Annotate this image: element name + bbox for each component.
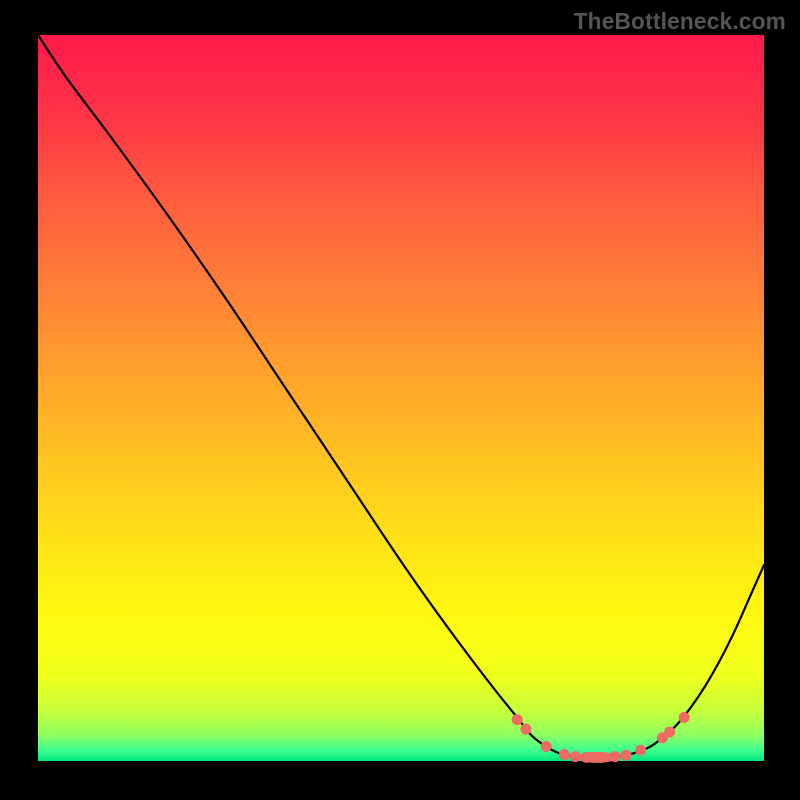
plot-background: [38, 35, 764, 761]
marker-dot: [679, 712, 690, 723]
marker-dot: [520, 724, 531, 735]
marker-dot: [595, 752, 606, 763]
marker-dot: [541, 741, 552, 752]
watermark-text: TheBottleneck.com: [574, 8, 786, 35]
marker-dot: [559, 749, 570, 760]
marker-dot: [664, 726, 675, 737]
marker-dot: [635, 745, 646, 756]
marker-dot: [512, 714, 523, 725]
marker-dot: [621, 750, 632, 761]
marker-dot: [570, 751, 581, 762]
marker-dot: [581, 752, 592, 763]
chart-frame: TheBottleneck.com: [0, 0, 800, 800]
chart-svg: [0, 0, 800, 800]
marker-dot: [610, 751, 621, 762]
